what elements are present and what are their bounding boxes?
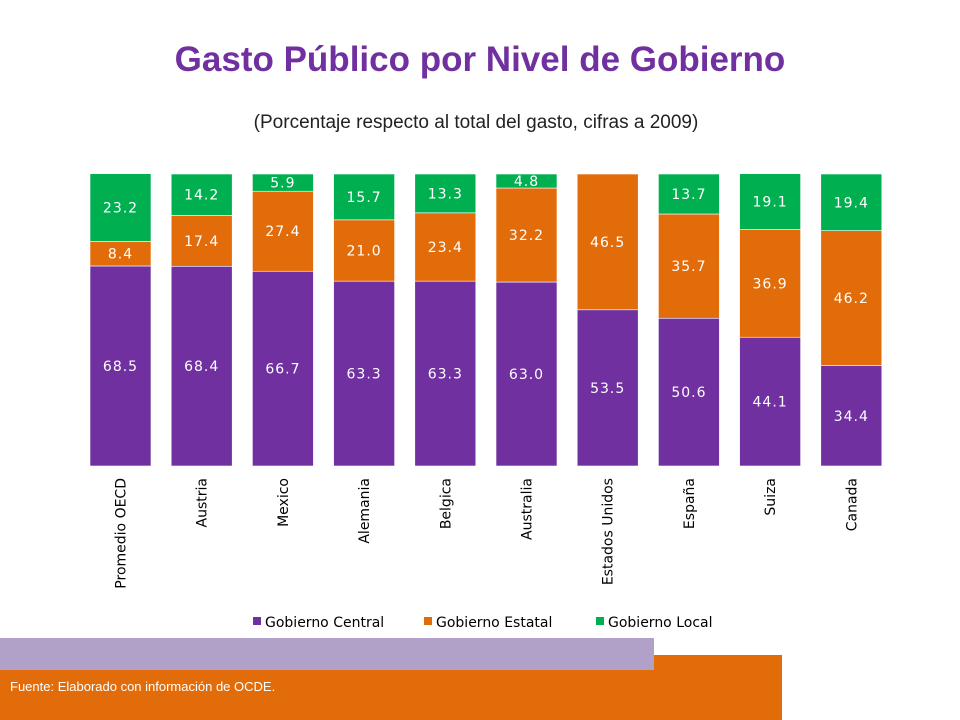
category-label-promedio-oecd: Promedio OECD (114, 478, 130, 589)
data-label-gobierno-central-austria: 68.4 (184, 359, 219, 375)
bar-gobierno-estatal-canada (820, 230, 883, 366)
data-label-gobierno-estatal-suiza: 36.9 (753, 276, 788, 292)
bar-gobierno-central-austria (170, 265, 233, 467)
legend-swatch-gobierno-estatal (424, 617, 432, 625)
bar-gobierno-central-estados-unidos (576, 309, 639, 467)
data-label-gobierno-local-suiza: 19.1 (753, 195, 788, 211)
data-label-gobierno-local-australia: 4.8 (514, 174, 539, 190)
bar-gobierno-estatal-australia (495, 187, 558, 283)
bar-gobierno-estatal-austria (170, 215, 233, 267)
data-label-gobierno-central-mexico: 66.7 (265, 362, 300, 378)
data-label-gobierno-estatal-belgica: 23.4 (428, 240, 463, 256)
data-label-gobierno-local-promedio-oecd: 23.2 (103, 201, 138, 217)
data-label-gobierno-local-canada: 19.4 (834, 195, 869, 211)
bar-gobierno-local-australia (495, 173, 558, 189)
data-label-gobierno-estatal-promedio-oecd: 8.4 (108, 247, 133, 263)
bar-gobierno-local-alemania (333, 173, 395, 221)
data-label-gobierno-local-mexico: 5.9 (270, 176, 295, 192)
data-label-gobierno-local-espana: 13.7 (671, 187, 706, 203)
data-label-gobierno-local-belgica: 13.3 (428, 186, 463, 202)
data-label-gobierno-estatal-espana: 35.7 (671, 259, 706, 275)
bar-gobierno-local-canada (820, 173, 883, 231)
category-label-canada: Canada (844, 478, 860, 531)
category-label-australia: Australia (520, 478, 536, 540)
data-label-gobierno-central-estados-unidos: 53.5 (590, 381, 625, 397)
data-label-gobierno-estatal-canada: 46.2 (834, 291, 869, 307)
category-label-austria: Austria (195, 478, 211, 527)
data-label-gobierno-estatal-austria: 17.4 (184, 234, 219, 250)
category-label-alemania: Alemania (357, 478, 373, 544)
bar-gobierno-estatal-belgica (414, 212, 477, 282)
bar-gobierno-central-canada (820, 365, 883, 467)
bar-gobierno-local-suiza (739, 173, 801, 230)
bar-gobierno-local-promedio-oecd (89, 173, 152, 242)
bar-gobierno-central-espana (658, 317, 720, 467)
category-label-espana: España (682, 478, 698, 529)
footer-band-purple (0, 638, 654, 670)
category-label-mexico: Mexico (276, 478, 292, 527)
data-label-gobierno-estatal-alemania: 21.0 (347, 244, 382, 260)
bar-gobierno-central-alemania (333, 280, 395, 467)
source-note: Fuente: Elaborado con información de OCD… (10, 679, 276, 694)
legend-swatch-gobierno-local (596, 617, 604, 625)
bar-gobierno-estatal-estados-unidos (576, 173, 639, 311)
stacked-bar-chart: 68.5 8.4 23.2 Promedio OECD 68.4 17.4 14.2 Aust… (89, 173, 883, 631)
data-label-gobierno-local-alemania: 15.7 (347, 190, 382, 206)
bar-gobierno-central-promedio-oecd (89, 265, 152, 467)
legend-swatch-gobierno-central (253, 617, 261, 625)
bar-gobierno-central-mexico (252, 270, 314, 467)
data-label-gobierno-estatal-australia: 32.2 (509, 228, 544, 244)
data-label-gobierno-estatal-mexico: 27.4 (265, 224, 300, 240)
data-label-gobierno-central-belgica: 63.3 (428, 367, 463, 383)
bar-gobierno-estatal-suiza (739, 229, 801, 338)
bar-gobierno-local-belgica (414, 173, 477, 214)
legend-label-gobierno-central: Gobierno Central (265, 615, 384, 631)
chart-subtitle: (Porcentaje respecto al total del gasto,… (253, 112, 699, 133)
category-label-belgica: Belgica (438, 478, 454, 529)
bar-gobierno-central-suiza (739, 336, 801, 467)
data-label-gobierno-estatal-estados-unidos: 46.5 (590, 235, 625, 251)
data-label-gobierno-central-australia: 63.0 (509, 367, 544, 383)
category-label-suiza: Suiza (763, 478, 779, 516)
data-label-gobierno-local-austria: 14.2 (184, 188, 219, 204)
category-label-estados-unidos: Estados Unidos (601, 478, 617, 585)
bar-gobierno-central-australia (495, 281, 558, 467)
data-label-gobierno-central-canada: 34.4 (834, 409, 869, 425)
legend-label-gobierno-estatal: Gobierno Estatal (436, 615, 552, 631)
chart-title: Gasto Público por Nivel de Gobierno (174, 40, 786, 79)
bar-gobierno-local-espana (658, 173, 720, 215)
data-label-gobierno-central-promedio-oecd: 68.5 (103, 359, 138, 375)
data-label-gobierno-central-espana: 50.6 (671, 385, 706, 401)
bar-gobierno-central-belgica (414, 280, 477, 467)
data-label-gobierno-central-alemania: 63.3 (347, 367, 382, 383)
legend-label-gobierno-local: Gobierno Local (608, 615, 713, 631)
data-label-gobierno-central-suiza: 44.1 (753, 395, 788, 411)
bar-gobierno-local-mexico (252, 173, 314, 192)
bar-gobierno-estatal-espana (658, 213, 720, 319)
bar-gobierno-estatal-promedio-oecd (89, 241, 152, 267)
bar-gobierno-local-austria (170, 173, 233, 216)
